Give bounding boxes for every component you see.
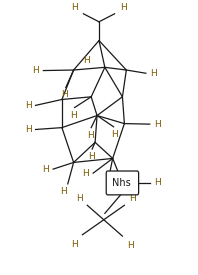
Text: H: H [154,120,161,129]
Text: H: H [83,56,90,65]
Text: H: H [129,194,136,203]
Text: H: H [127,241,134,250]
Text: H: H [25,125,31,134]
Text: H: H [70,111,77,120]
Text: H: H [87,131,94,140]
Text: H: H [88,152,95,161]
FancyBboxPatch shape [106,171,139,195]
Text: H: H [42,165,49,174]
Text: H: H [150,69,157,78]
Text: H: H [82,169,89,178]
Text: H: H [71,3,78,12]
Text: Nhs: Nhs [112,178,131,188]
Text: H: H [32,66,39,75]
Text: H: H [60,187,67,196]
Text: H: H [71,240,78,249]
Text: H: H [154,178,161,187]
Text: H: H [120,3,127,12]
Text: H: H [61,90,68,100]
Text: H: H [76,194,83,203]
Text: H: H [25,101,31,110]
Text: H: H [111,130,118,139]
